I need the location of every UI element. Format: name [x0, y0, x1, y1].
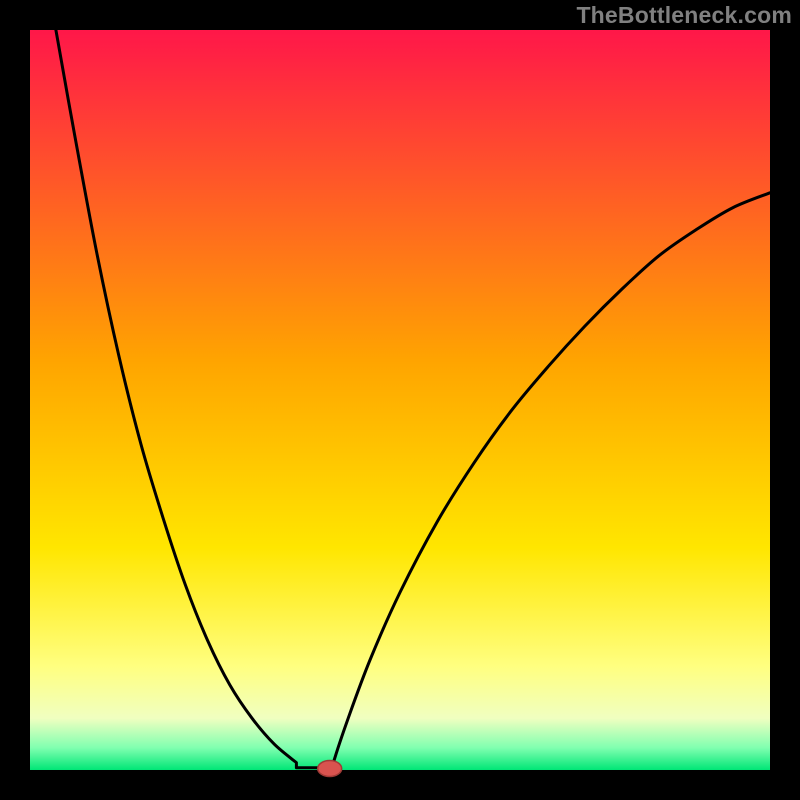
bottleneck-chart [0, 0, 800, 800]
watermark-text: TheBottleneck.com [576, 2, 792, 29]
chart-container: TheBottleneck.com [0, 0, 800, 800]
